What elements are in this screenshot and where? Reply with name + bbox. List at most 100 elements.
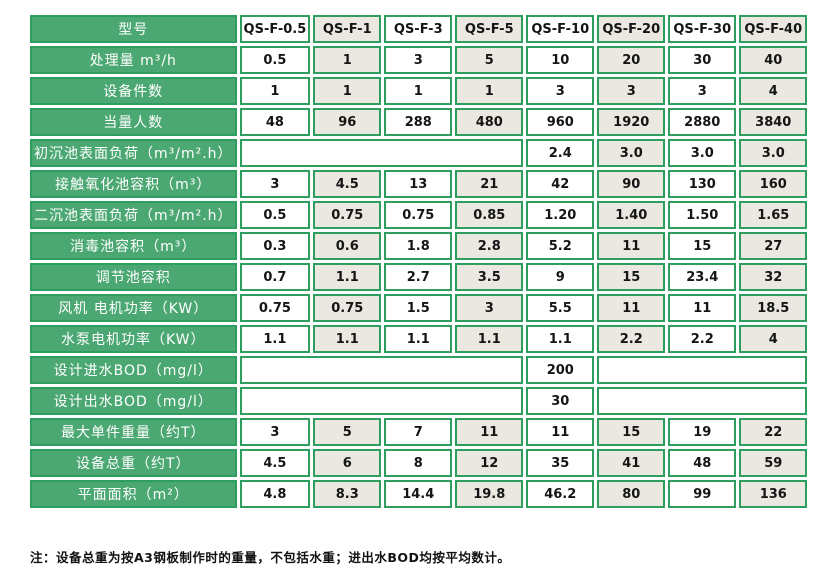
spec-row-label: 调节池容积 [30, 263, 237, 291]
spec-row: 风机 电机功率（KW） 0.75 0.75 1.5 3 5.5 11 11 18.5 [30, 294, 808, 322]
spec-value-cell: 0.75 [313, 201, 382, 229]
spec-value-cell: 0.3 [239, 232, 311, 260]
spec-value-cell: 2.7 [384, 263, 453, 291]
spec-value-cell: 90 [597, 170, 666, 198]
spec-value-cell: 1 [313, 77, 382, 105]
spec-value-cell: 2.8 [455, 232, 524, 260]
spec-value-cell: 35 [526, 449, 595, 477]
spec-value-cell: 0.75 [239, 294, 311, 322]
spec-value-cell: 130 [668, 170, 737, 198]
spec-value-cell: 48 [239, 108, 311, 136]
spec-value-cell: 1.20 [526, 201, 595, 229]
spec-value-cell: 1.40 [597, 201, 666, 229]
empty-merged-cell [597, 356, 808, 384]
spec-row: 二沉池表面负荷（m³/m².h） 0.5 0.75 0.75 0.85 1.20 1.40 1… [30, 201, 808, 229]
spec-value-cell: 960 [526, 108, 595, 136]
spec-value-cell: 0.7 [239, 263, 311, 291]
spec-row: 最大单件重量（约T） 3 5 7 11 11 15 19 22 [30, 418, 808, 446]
model-header-cell: QS-F-40 [739, 15, 808, 43]
spec-row: 设备总重（约T） 4.5 6 8 12 35 41 48 59 [30, 449, 808, 477]
spec-value-cell: 27 [739, 232, 808, 260]
spec-value-cell: 160 [739, 170, 808, 198]
spec-value-cell: 1.1 [313, 325, 382, 353]
spec-value-cell: 10 [526, 46, 595, 74]
spec-value-cell: 0.75 [384, 201, 453, 229]
spec-value-cell: 1.5 [384, 294, 453, 322]
spec-row: 当量人数 48 96 288 480 960 1920 2880 3840 [30, 108, 808, 136]
spec-table-container: 型号 QS-F-0.5 QS-F-1 QS-F-3 QS-F-5 QS-F-10 QS-F… [27, 12, 810, 511]
spec-value-cell: 2880 [668, 108, 737, 136]
model-label-header: 型号 [30, 15, 237, 43]
spec-value-cell: 3 [239, 418, 311, 446]
spec-row: 消毒池容积（m³） 0.3 0.6 1.8 2.8 5.2 11 15 27 [30, 232, 808, 260]
spec-value-cell: 6 [313, 449, 382, 477]
spec-value-cell: 0.6 [313, 232, 382, 260]
spec-value-cell: 46.2 [526, 480, 595, 508]
spec-value-cell: 12 [455, 449, 524, 477]
model-header-cell: QS-F-20 [597, 15, 666, 43]
spec-value-cell: 1 [384, 77, 453, 105]
spec-value-cell: 3.0 [597, 139, 666, 167]
model-header-cell: QS-F-30 [668, 15, 737, 43]
spec-value-cell: 13 [384, 170, 453, 198]
spec-row-label: 设计进水BOD（mg/l） [30, 356, 237, 384]
spec-value-cell: 136 [739, 480, 808, 508]
spec-value-cell: 15 [597, 263, 666, 291]
spec-value-cell: 2.4 [526, 139, 595, 167]
spec-value-cell: 4 [739, 325, 808, 353]
spec-value-cell: 3 [384, 46, 453, 74]
spec-value-cell: 11 [455, 418, 524, 446]
spec-value-cell: 30 [668, 46, 737, 74]
spec-value-cell: 3.5 [455, 263, 524, 291]
spec-value-cell: 1.1 [526, 325, 595, 353]
spec-row-label: 二沉池表面负荷（m³/m².h） [30, 201, 237, 229]
spec-row: 平面面积（m²） 4.8 8.3 14.4 19.8 46.2 80 99 136 [30, 480, 808, 508]
footnote: 注：设备总重为按A3钢板制作时的重量，不包括水重；进出水BOD均按平均数计。 [30, 550, 511, 565]
spec-value-cell: 5 [455, 46, 524, 74]
spec-value-cell: 80 [597, 480, 666, 508]
spec-row: 水泵电机功率（KW） 1.1 1.1 1.1 1.1 1.1 2.2 2.2 4 [30, 325, 808, 353]
spec-row: 设计出水BOD（mg/l） 30 [30, 387, 808, 415]
spec-row-label: 接触氧化池容积（m³） [30, 170, 237, 198]
spec-value-cell: 7 [384, 418, 453, 446]
header-row: 型号 QS-F-0.5 QS-F-1 QS-F-3 QS-F-5 QS-F-10 QS-F… [30, 15, 808, 43]
spec-value-cell: 4.8 [239, 480, 311, 508]
spec-row: 设计进水BOD（mg/l） 200 [30, 356, 808, 384]
spec-value-cell: 11 [597, 294, 666, 322]
spec-value-cell: 96 [313, 108, 382, 136]
spec-value-cell: 40 [739, 46, 808, 74]
spec-value-cell: 32 [739, 263, 808, 291]
spec-value-cell: 3 [597, 77, 666, 105]
spec-value-cell: 18.5 [739, 294, 808, 322]
spec-row-label: 设备总重（约T） [30, 449, 237, 477]
spec-value-cell: 1.50 [668, 201, 737, 229]
spec-row: 初沉池表面负荷（m³/m².h） 2.4 3.0 3.0 3.0 [30, 139, 808, 167]
spec-value-cell: 3.0 [739, 139, 808, 167]
spec-row: 处理量 m³/h 0.5 1 3 5 10 20 30 40 [30, 46, 808, 74]
spec-value-cell: 11 [668, 294, 737, 322]
spec-value-cell: 1920 [597, 108, 666, 136]
spec-value-cell: 5.5 [526, 294, 595, 322]
spec-value-cell: 2.2 [597, 325, 666, 353]
spec-value-cell: 1 [455, 77, 524, 105]
spec-value-cell: 19.8 [455, 480, 524, 508]
spec-value-cell: 1.1 [313, 263, 382, 291]
model-header-cell: QS-F-3 [384, 15, 453, 43]
spec-value-cell: 30 [526, 387, 595, 415]
spec-value-cell: 1 [239, 77, 311, 105]
spec-value-cell: 19 [668, 418, 737, 446]
spec-value-cell: 15 [668, 232, 737, 260]
spec-value-cell: 1.1 [455, 325, 524, 353]
spec-value-cell: 3 [526, 77, 595, 105]
spec-row-label: 风机 电机功率（KW） [30, 294, 237, 322]
model-header-cell: QS-F-0.5 [239, 15, 311, 43]
empty-merged-cell [597, 387, 808, 415]
spec-value-cell: 1 [313, 46, 382, 74]
spec-value-cell: 48 [668, 449, 737, 477]
spec-table-body: 处理量 m³/h 0.5 1 3 5 10 20 30 40 设备件数 1 1 1 1 3 3 3 4 当量人数 48… [30, 46, 808, 508]
spec-row-label: 设备件数 [30, 77, 237, 105]
spec-value-cell: 42 [526, 170, 595, 198]
model-header-cell: QS-F-1 [313, 15, 382, 43]
spec-value-cell: 0.85 [455, 201, 524, 229]
spec-value-cell: 200 [526, 356, 595, 384]
